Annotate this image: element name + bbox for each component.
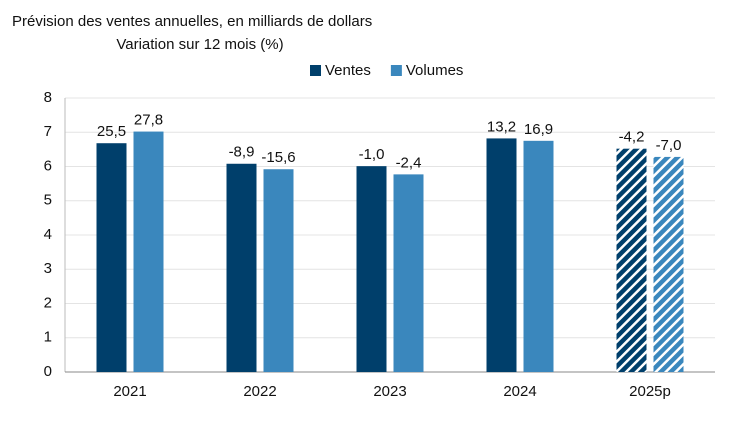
value-label: 16,9 xyxy=(524,121,553,138)
legend-swatch xyxy=(310,65,321,76)
bar xyxy=(523,140,554,372)
y-tick-label: 8 xyxy=(44,89,52,106)
bar xyxy=(96,143,127,372)
value-label: 13,2 xyxy=(487,118,516,135)
y-tick-label: 5 xyxy=(44,192,52,209)
y-tick-label: 4 xyxy=(44,226,52,243)
value-label: 25,5 xyxy=(97,123,126,140)
bar xyxy=(653,156,684,372)
x-tick-label: 2022 xyxy=(243,383,276,400)
legend-swatch xyxy=(390,65,402,76)
legend-label: Volumes xyxy=(406,62,464,79)
y-tick-label: 0 xyxy=(44,363,52,380)
x-tick-label: 2023 xyxy=(373,383,406,400)
legend-label: Ventes xyxy=(325,62,371,79)
chart-subtitle: Variation sur 12 mois (%) xyxy=(116,36,283,53)
x-tick-label: 2025p xyxy=(629,383,671,400)
bar xyxy=(486,138,517,372)
bar xyxy=(133,131,164,372)
bar xyxy=(393,174,424,372)
value-label: -1,0 xyxy=(359,146,385,163)
value-label: -2,4 xyxy=(396,154,422,171)
bar xyxy=(616,148,647,372)
value-label: -8,9 xyxy=(229,144,255,161)
bar xyxy=(226,163,257,372)
y-tick-label: 7 xyxy=(44,123,52,140)
value-label: -7,0 xyxy=(656,137,682,154)
x-tick-label: 2021 xyxy=(113,383,146,400)
value-label: 27,8 xyxy=(134,112,163,129)
y-tick-label: 1 xyxy=(44,329,52,346)
y-tick-label: 2 xyxy=(44,294,52,311)
value-label: -4,2 xyxy=(619,129,645,146)
chart-title: Prévision des ventes annuelles, en milli… xyxy=(12,13,372,30)
value-label: -15,6 xyxy=(261,149,295,166)
x-tick-label: 2024 xyxy=(503,383,536,400)
bar xyxy=(356,166,387,372)
y-tick-label: 6 xyxy=(44,157,52,174)
bar xyxy=(263,169,294,372)
y-tick-label: 3 xyxy=(44,260,52,277)
